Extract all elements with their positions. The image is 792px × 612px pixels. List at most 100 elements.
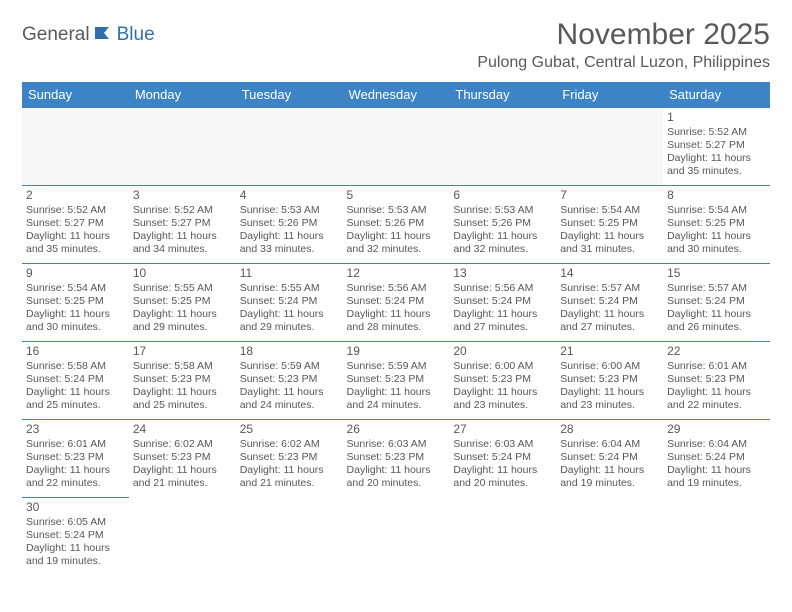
sunrise-text: Sunrise: 6:04 AM	[560, 438, 659, 451]
day-header: Sunday	[22, 82, 129, 108]
day-number: 25	[240, 422, 339, 437]
daylight-text: Daylight: 11 hours and 28 minutes.	[347, 308, 446, 334]
calendar-cell: 19Sunrise: 5:59 AMSunset: 5:23 PMDayligh…	[343, 342, 450, 420]
day-header: Saturday	[663, 82, 770, 108]
day-header-row: Sunday Monday Tuesday Wednesday Thursday…	[22, 82, 770, 108]
sunrise-text: Sunrise: 6:02 AM	[133, 438, 232, 451]
sunrise-text: Sunrise: 5:53 AM	[347, 204, 446, 217]
daylight-text: Daylight: 11 hours and 21 minutes.	[133, 464, 232, 490]
calendar-cell	[449, 108, 556, 186]
calendar-row: 16Sunrise: 5:58 AMSunset: 5:24 PMDayligh…	[22, 342, 770, 420]
sunset-text: Sunset: 5:23 PM	[240, 451, 339, 464]
calendar-cell: 8Sunrise: 5:54 AMSunset: 5:25 PMDaylight…	[663, 186, 770, 264]
calendar-cell: 1Sunrise: 5:52 AMSunset: 5:27 PMDaylight…	[663, 108, 770, 186]
logo: General Blue	[22, 18, 155, 46]
calendar-cell: 25Sunrise: 6:02 AMSunset: 5:23 PMDayligh…	[236, 420, 343, 498]
calendar-cell: 20Sunrise: 6:00 AMSunset: 5:23 PMDayligh…	[449, 342, 556, 420]
day-info: Sunrise: 5:53 AMSunset: 5:26 PMDaylight:…	[453, 204, 552, 257]
day-info: Sunrise: 5:55 AMSunset: 5:25 PMDaylight:…	[133, 282, 232, 335]
calendar-cell: 15Sunrise: 5:57 AMSunset: 5:24 PMDayligh…	[663, 264, 770, 342]
day-number: 28	[560, 422, 659, 437]
sunset-text: Sunset: 5:26 PM	[240, 217, 339, 230]
daylight-text: Daylight: 11 hours and 30 minutes.	[26, 308, 125, 334]
sunrise-text: Sunrise: 6:05 AM	[26, 516, 125, 529]
day-header: Wednesday	[343, 82, 450, 108]
calendar-cell: 23Sunrise: 6:01 AMSunset: 5:23 PMDayligh…	[22, 420, 129, 498]
sunset-text: Sunset: 5:24 PM	[560, 295, 659, 308]
daylight-text: Daylight: 11 hours and 19 minutes.	[26, 542, 125, 568]
calendar-row: 9Sunrise: 5:54 AMSunset: 5:25 PMDaylight…	[22, 264, 770, 342]
daylight-text: Daylight: 11 hours and 30 minutes.	[667, 230, 766, 256]
day-number: 20	[453, 344, 552, 359]
day-number: 10	[133, 266, 232, 281]
day-info: Sunrise: 5:53 AMSunset: 5:26 PMDaylight:…	[347, 204, 446, 257]
daylight-text: Daylight: 11 hours and 35 minutes.	[26, 230, 125, 256]
daylight-text: Daylight: 11 hours and 22 minutes.	[667, 386, 766, 412]
day-info: Sunrise: 5:57 AMSunset: 5:24 PMDaylight:…	[560, 282, 659, 335]
day-info: Sunrise: 5:53 AMSunset: 5:26 PMDaylight:…	[240, 204, 339, 257]
day-header: Friday	[556, 82, 663, 108]
sunset-text: Sunset: 5:24 PM	[347, 295, 446, 308]
day-info: Sunrise: 6:00 AMSunset: 5:23 PMDaylight:…	[453, 360, 552, 413]
day-number: 15	[667, 266, 766, 281]
calendar-row: 30Sunrise: 6:05 AMSunset: 5:24 PMDayligh…	[22, 498, 770, 576]
day-number: 26	[347, 422, 446, 437]
sunrise-text: Sunrise: 5:53 AM	[453, 204, 552, 217]
day-info: Sunrise: 5:54 AMSunset: 5:25 PMDaylight:…	[26, 282, 125, 335]
sunrise-text: Sunrise: 5:59 AM	[240, 360, 339, 373]
calendar-cell	[22, 108, 129, 186]
day-number: 12	[347, 266, 446, 281]
day-info: Sunrise: 5:54 AMSunset: 5:25 PMDaylight:…	[667, 204, 766, 257]
calendar-body: 1Sunrise: 5:52 AMSunset: 5:27 PMDaylight…	[22, 108, 770, 576]
calendar-cell: 16Sunrise: 5:58 AMSunset: 5:24 PMDayligh…	[22, 342, 129, 420]
daylight-text: Daylight: 11 hours and 23 minutes.	[453, 386, 552, 412]
day-info: Sunrise: 6:02 AMSunset: 5:23 PMDaylight:…	[240, 438, 339, 491]
sunrise-text: Sunrise: 5:54 AM	[560, 204, 659, 217]
sunset-text: Sunset: 5:25 PM	[133, 295, 232, 308]
calendar-cell	[129, 108, 236, 186]
day-number: 9	[26, 266, 125, 281]
title-block: November 2025 Pulong Gubat, Central Luzo…	[477, 18, 770, 72]
day-info: Sunrise: 6:03 AMSunset: 5:23 PMDaylight:…	[347, 438, 446, 491]
daylight-text: Daylight: 11 hours and 24 minutes.	[240, 386, 339, 412]
calendar-cell	[236, 498, 343, 576]
sunset-text: Sunset: 5:24 PM	[560, 451, 659, 464]
sunset-text: Sunset: 5:24 PM	[667, 451, 766, 464]
day-info: Sunrise: 6:03 AMSunset: 5:24 PMDaylight:…	[453, 438, 552, 491]
calendar-cell: 21Sunrise: 6:00 AMSunset: 5:23 PMDayligh…	[556, 342, 663, 420]
calendar-cell: 7Sunrise: 5:54 AMSunset: 5:25 PMDaylight…	[556, 186, 663, 264]
sunrise-text: Sunrise: 5:57 AM	[560, 282, 659, 295]
daylight-text: Daylight: 11 hours and 19 minutes.	[667, 464, 766, 490]
calendar-cell	[236, 108, 343, 186]
sunset-text: Sunset: 5:23 PM	[667, 373, 766, 386]
day-number: 30	[26, 500, 125, 515]
sunset-text: Sunset: 5:25 PM	[560, 217, 659, 230]
sunrise-text: Sunrise: 5:57 AM	[667, 282, 766, 295]
calendar-cell: 17Sunrise: 5:58 AMSunset: 5:23 PMDayligh…	[129, 342, 236, 420]
calendar-cell: 10Sunrise: 5:55 AMSunset: 5:25 PMDayligh…	[129, 264, 236, 342]
sunset-text: Sunset: 5:23 PM	[133, 451, 232, 464]
daylight-text: Daylight: 11 hours and 19 minutes.	[560, 464, 659, 490]
day-info: Sunrise: 5:55 AMSunset: 5:24 PMDaylight:…	[240, 282, 339, 335]
daylight-text: Daylight: 11 hours and 27 minutes.	[560, 308, 659, 334]
calendar-row: 1Sunrise: 5:52 AMSunset: 5:27 PMDaylight…	[22, 108, 770, 186]
calendar-cell	[449, 498, 556, 576]
day-number: 16	[26, 344, 125, 359]
calendar-cell: 26Sunrise: 6:03 AMSunset: 5:23 PMDayligh…	[343, 420, 450, 498]
day-number: 7	[560, 188, 659, 203]
sunrise-text: Sunrise: 5:52 AM	[26, 204, 125, 217]
day-info: Sunrise: 6:01 AMSunset: 5:23 PMDaylight:…	[667, 360, 766, 413]
calendar-cell: 6Sunrise: 5:53 AMSunset: 5:26 PMDaylight…	[449, 186, 556, 264]
sunrise-text: Sunrise: 5:54 AM	[667, 204, 766, 217]
day-number: 13	[453, 266, 552, 281]
daylight-text: Daylight: 11 hours and 23 minutes.	[560, 386, 659, 412]
sunset-text: Sunset: 5:23 PM	[560, 373, 659, 386]
day-header: Thursday	[449, 82, 556, 108]
day-info: Sunrise: 5:59 AMSunset: 5:23 PMDaylight:…	[240, 360, 339, 413]
sunset-text: Sunset: 5:23 PM	[347, 451, 446, 464]
day-number: 19	[347, 344, 446, 359]
sunrise-text: Sunrise: 6:00 AM	[560, 360, 659, 373]
day-number: 2	[26, 188, 125, 203]
calendar-cell: 28Sunrise: 6:04 AMSunset: 5:24 PMDayligh…	[556, 420, 663, 498]
month-title: November 2025	[477, 18, 770, 52]
